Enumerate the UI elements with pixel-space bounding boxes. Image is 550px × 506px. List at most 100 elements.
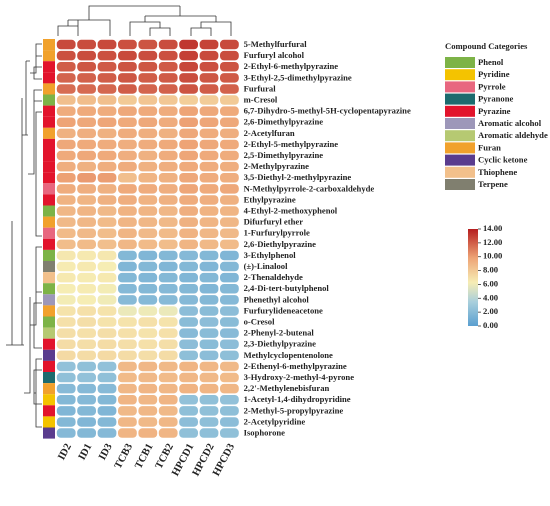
category-strip (43, 216, 55, 228)
heatmap-cell (77, 117, 96, 127)
row-label: Ethylpyrazine (244, 194, 296, 204)
heatmap-cell (118, 350, 137, 361)
heatmap-cell (179, 228, 198, 238)
heatmap-cell (199, 106, 219, 116)
heatmap-cell (56, 173, 76, 183)
column-label: TCB1 (133, 442, 155, 471)
heatmap-cell (138, 295, 158, 305)
row-label: 2,4-Di-tert-butylphenol (244, 283, 330, 293)
heatmap-cell (118, 106, 137, 116)
row-label: Furfural (244, 83, 277, 93)
heatmap-cell (56, 217, 76, 227)
heatmap-cell (158, 150, 178, 161)
heatmap-cell (56, 150, 76, 161)
category-strip (43, 194, 55, 206)
heatmap (56, 39, 239, 438)
heatmap-cell (56, 406, 76, 416)
heatmap-cell (199, 195, 219, 205)
legend-label: Pyridine (478, 69, 510, 79)
heatmap-cell (179, 39, 198, 50)
heatmap-cell (77, 395, 96, 405)
heatmap-cell (56, 206, 76, 216)
heatmap-cell (179, 372, 198, 383)
heatmap-cell (77, 350, 96, 361)
heatmap-cell (77, 295, 96, 305)
heatmap-cell (77, 383, 96, 394)
heatmap-cell (118, 339, 137, 349)
heatmap-cell (179, 428, 198, 438)
colorbar-tick-label: 8.00 (483, 265, 498, 275)
row-label: 2-Thenaldehyde (244, 272, 303, 282)
heatmap-cell (56, 95, 76, 105)
heatmap-cell (77, 417, 96, 427)
heatmap-cell (199, 383, 219, 394)
legend-swatch (445, 130, 475, 142)
heatmap-cell (220, 383, 239, 394)
heatmap-cell (97, 261, 117, 272)
heatmap-cell (199, 317, 219, 327)
colorbar-tick-label: 4.00 (483, 292, 498, 302)
heatmap-cell (97, 128, 117, 139)
heatmap-cell (138, 306, 158, 316)
heatmap-cell (179, 84, 198, 94)
heatmap-cell (138, 417, 158, 427)
row-label: 2,6-Diethylpyrazine (244, 239, 317, 249)
heatmap-cell (220, 73, 239, 83)
heatmap-cell (118, 306, 137, 316)
heatmap-cell (97, 228, 117, 238)
category-strip (43, 383, 55, 395)
row-label: 2,6-Dimethylpyrazine (244, 117, 324, 127)
heatmap-cell (220, 395, 239, 405)
heatmap-cell (56, 228, 76, 238)
heatmap-cell (199, 95, 219, 105)
row-label: 2-Acetylfuran (244, 128, 295, 138)
legend-swatch (445, 93, 475, 105)
heatmap-cell (179, 184, 198, 194)
heatmap-cell (199, 428, 219, 438)
heatmap-cell (199, 117, 219, 127)
heatmap-cell (220, 128, 239, 139)
legend-swatch (445, 179, 475, 190)
heatmap-cell (158, 339, 178, 349)
heatmap-cell (158, 73, 178, 83)
heatmap-cell (56, 161, 76, 172)
heatmap-cell (77, 372, 96, 383)
heatmap-cell (97, 73, 117, 83)
heatmap-cell (179, 139, 198, 150)
row-label: m-Cresol (244, 95, 278, 105)
category-strip (43, 150, 55, 162)
category-strip (43, 294, 55, 306)
heatmap-cell (56, 417, 76, 427)
heatmap-cell (77, 428, 96, 438)
row-label: Furfurylideneacetone (244, 305, 323, 315)
heatmap-cell (77, 228, 96, 238)
heatmap-cell (220, 361, 239, 372)
heatmap-cell (77, 73, 96, 83)
heatmap-cell (77, 173, 96, 183)
heatmap-cell (199, 272, 219, 283)
category-strip (43, 349, 55, 361)
heatmap-cell (56, 184, 76, 194)
heatmap-cell (199, 372, 219, 383)
legend-label: Thiophene (478, 167, 517, 177)
category-strip (43, 305, 55, 317)
heatmap-cell (56, 372, 76, 383)
heatmap-cell (138, 128, 158, 139)
heatmap-cell (118, 250, 137, 261)
heatmap-cell (97, 206, 117, 216)
heatmap-cell (158, 50, 178, 61)
heatmap-cell (158, 306, 178, 316)
heatmap-cell (97, 139, 117, 150)
heatmap-cell (97, 50, 117, 61)
legend-label: Terpene (478, 179, 508, 189)
heatmap-cell (118, 272, 137, 283)
heatmap-cell (77, 406, 96, 416)
category-strip (43, 205, 55, 217)
row-label: 2,3-Diethylpyrazine (244, 339, 317, 349)
heatmap-cell (158, 261, 178, 272)
heatmap-cell (56, 84, 76, 94)
heatmap-cell (118, 261, 137, 272)
heatmap-cell (158, 184, 178, 194)
heatmap-cell (118, 206, 137, 216)
heatmap-cell (56, 50, 76, 61)
